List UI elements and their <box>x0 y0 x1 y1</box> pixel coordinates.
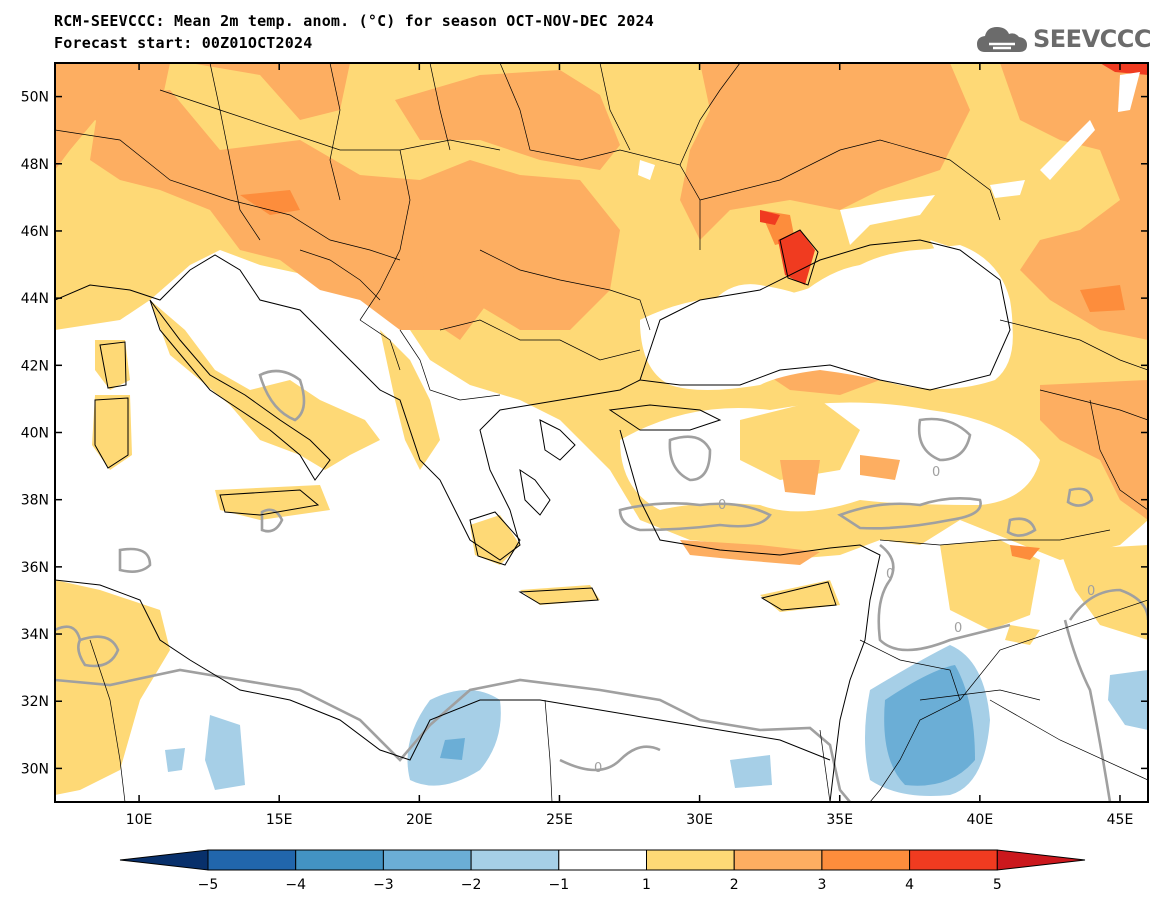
colorbar-bin <box>382 849 472 871</box>
colorbar-label: 4 <box>905 877 914 893</box>
colorbar-extend-high <box>996 849 1086 871</box>
map-area: 0 0 0 0 0 0 <box>55 63 1148 802</box>
contour-label-zero: 0 <box>718 498 726 513</box>
forecast-start-label: Forecast start: 00Z01OCT2024 <box>54 34 313 52</box>
colorbar-label: −4 <box>285 877 306 893</box>
colorbar-bin <box>295 849 384 871</box>
lat-tick-label: 36N <box>21 560 49 576</box>
lat-tick-label: 38N <box>21 493 49 509</box>
lon-tick-label: 20E <box>406 812 433 828</box>
colorbar-label: −2 <box>461 877 482 893</box>
lat-tick-label: 44N <box>21 291 49 307</box>
contour-label-zero: 0 <box>886 567 894 582</box>
colorbar: −5 −4 −3 −2 −1 1 2 3 4 5 <box>119 849 1086 893</box>
lon-tick-label: 35E <box>826 812 853 828</box>
lat-tick-label: 40N <box>21 426 49 442</box>
latitude-axis: 50N 48N 46N 44N 42N 40N 38N 36N 34N 32N 30N <box>21 90 1148 777</box>
lon-tick-label: 45E <box>1107 812 1134 828</box>
colorbar-bin <box>207 849 297 871</box>
contour-label-zero: 0 <box>1087 584 1095 599</box>
lat-tick-label: 34N <box>21 627 49 643</box>
colorbar-bin <box>821 849 911 871</box>
anomaly-fill-4-5 <box>760 63 1148 285</box>
colorbar-label: 1 <box>642 877 651 893</box>
seevccc-logo: SEEVCCC <box>975 22 1152 56</box>
map-title: RCM-SEEVCCC: Mean 2m temp. anom. (°C) fo… <box>54 12 654 30</box>
lat-tick-label: 30N <box>21 761 49 777</box>
anomaly-fill-2-3 <box>55 63 1148 565</box>
colorbar-extend-low <box>119 849 209 871</box>
colorbar-label: −1 <box>548 877 569 893</box>
logo-text: SEEVCCC <box>1033 25 1152 53</box>
lat-tick-label: 42N <box>21 358 49 374</box>
colorbar-bin <box>909 849 998 871</box>
contour-labels: 0 0 0 0 0 0 <box>594 465 1095 776</box>
country-borders <box>55 63 1148 802</box>
colorbar-bin <box>470 849 560 871</box>
lon-tick-label: 15E <box>266 812 293 828</box>
colorbar-label: −3 <box>373 877 394 893</box>
coastlines <box>55 229 1011 802</box>
cloud-icon <box>977 27 1027 52</box>
colorbar-label: 5 <box>993 877 1002 893</box>
longitude-axis: 10E 15E 20E 25E 30E 35E 40E 45E <box>126 63 1134 828</box>
contour-label-zero: 0 <box>954 621 962 636</box>
lat-tick-label: 46N <box>21 224 49 240</box>
contour-label-zero: 0 <box>932 465 940 480</box>
lon-tick-label: 30E <box>686 812 713 828</box>
anomaly-fill-negative <box>165 645 1148 796</box>
lon-tick-label: 40E <box>967 812 994 828</box>
colorbar-bin <box>646 849 735 871</box>
lat-tick-label: 50N <box>21 90 49 106</box>
colorbar-label: −5 <box>198 877 219 893</box>
colorbar-label: 2 <box>730 877 739 893</box>
white-lake-patches <box>1040 72 1140 180</box>
zero-contours <box>55 369 1148 802</box>
lat-tick-label: 48N <box>21 157 49 173</box>
colorbar-bin <box>558 849 647 871</box>
sea-mask <box>640 195 1013 390</box>
lon-tick-label: 10E <box>126 812 153 828</box>
colorbar-label: 3 <box>817 877 826 893</box>
lat-tick-label: 32N <box>21 694 49 710</box>
contour-label-zero: 0 <box>594 761 602 776</box>
lon-tick-label: 25E <box>546 812 573 828</box>
colorbar-bin <box>733 849 823 871</box>
